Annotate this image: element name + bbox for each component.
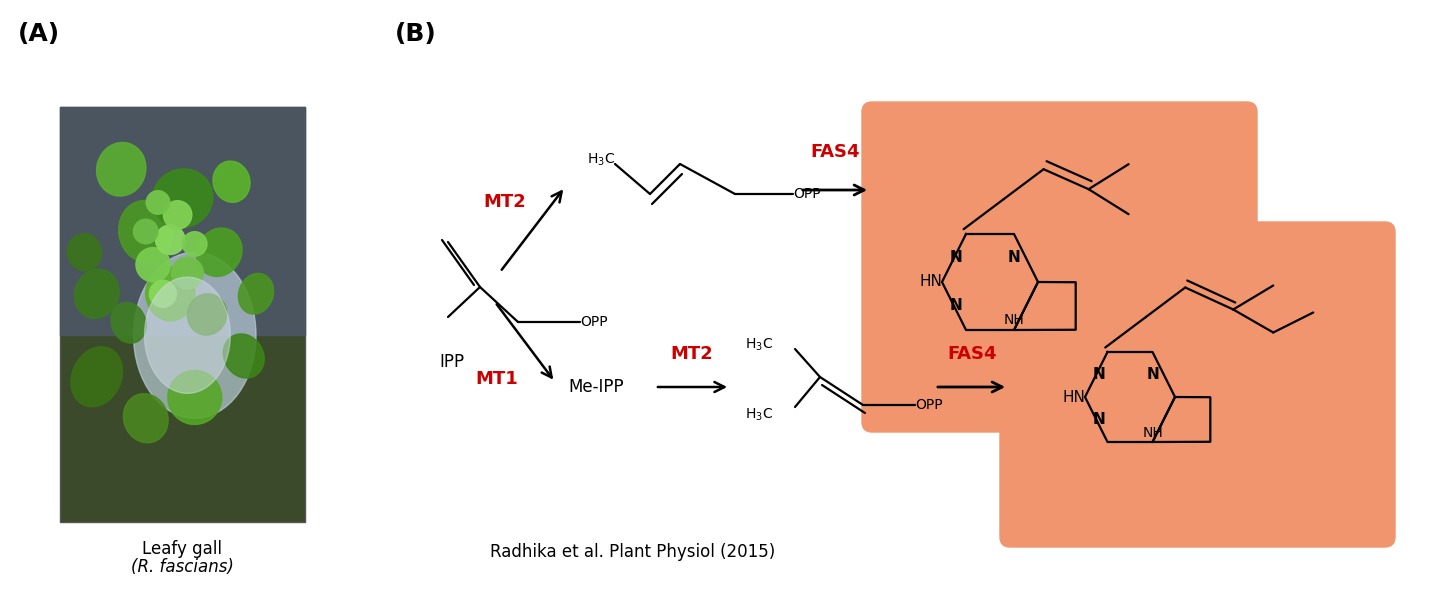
Text: N: N (1092, 412, 1104, 427)
FancyBboxPatch shape (999, 222, 1395, 547)
Ellipse shape (187, 294, 226, 335)
Text: N: N (1092, 367, 1104, 382)
Ellipse shape (96, 143, 145, 196)
Ellipse shape (68, 233, 102, 271)
Circle shape (156, 225, 184, 254)
Text: MT2: MT2 (671, 345, 713, 363)
Ellipse shape (118, 201, 173, 263)
FancyBboxPatch shape (863, 102, 1257, 432)
Text: NH: NH (1142, 426, 1164, 440)
Circle shape (147, 190, 170, 214)
Text: HN: HN (1063, 389, 1084, 405)
Ellipse shape (213, 161, 251, 202)
Ellipse shape (223, 334, 264, 378)
Text: H$_3$C: H$_3$C (588, 152, 615, 168)
Circle shape (135, 248, 170, 282)
Circle shape (134, 219, 158, 244)
Text: IPP: IPP (439, 353, 465, 371)
Text: Leafy gall: Leafy gall (143, 540, 223, 558)
Ellipse shape (111, 303, 147, 343)
Text: HN: HN (919, 275, 942, 290)
Ellipse shape (71, 347, 122, 407)
Text: H$_3$C: H$_3$C (744, 337, 773, 353)
Text: OPP: OPP (793, 187, 821, 201)
Ellipse shape (134, 253, 256, 418)
Ellipse shape (153, 169, 213, 227)
Text: (B): (B) (395, 22, 436, 46)
Text: N: N (950, 298, 963, 313)
Ellipse shape (168, 371, 222, 424)
Bar (60, 107, 305, 336)
Circle shape (171, 257, 203, 289)
Text: MT2: MT2 (484, 193, 527, 211)
FancyBboxPatch shape (60, 107, 305, 522)
Text: N: N (1008, 251, 1021, 266)
Text: FAS4: FAS4 (811, 143, 860, 161)
Ellipse shape (145, 267, 194, 321)
Text: OPP: OPP (914, 398, 943, 412)
Circle shape (183, 232, 207, 256)
Ellipse shape (239, 273, 274, 314)
Text: FAS4: FAS4 (948, 345, 996, 363)
Ellipse shape (196, 228, 242, 276)
Text: N: N (950, 251, 963, 266)
Circle shape (163, 201, 192, 229)
Ellipse shape (75, 269, 120, 318)
Text: NH: NH (1004, 313, 1024, 327)
Text: (A): (A) (17, 22, 60, 46)
Text: H$_3$C: H$_3$C (744, 407, 773, 423)
Text: MT1: MT1 (475, 370, 518, 388)
Text: N: N (1146, 367, 1159, 382)
Ellipse shape (124, 393, 168, 443)
Ellipse shape (144, 277, 230, 393)
Text: Radhika et al. Plant Physiol (2015): Radhika et al. Plant Physiol (2015) (490, 543, 775, 561)
Text: OPP: OPP (580, 315, 608, 329)
Text: Me-IPP: Me-IPP (567, 378, 624, 396)
Circle shape (150, 280, 176, 307)
Text: (R. fascians): (R. fascians) (131, 558, 233, 576)
